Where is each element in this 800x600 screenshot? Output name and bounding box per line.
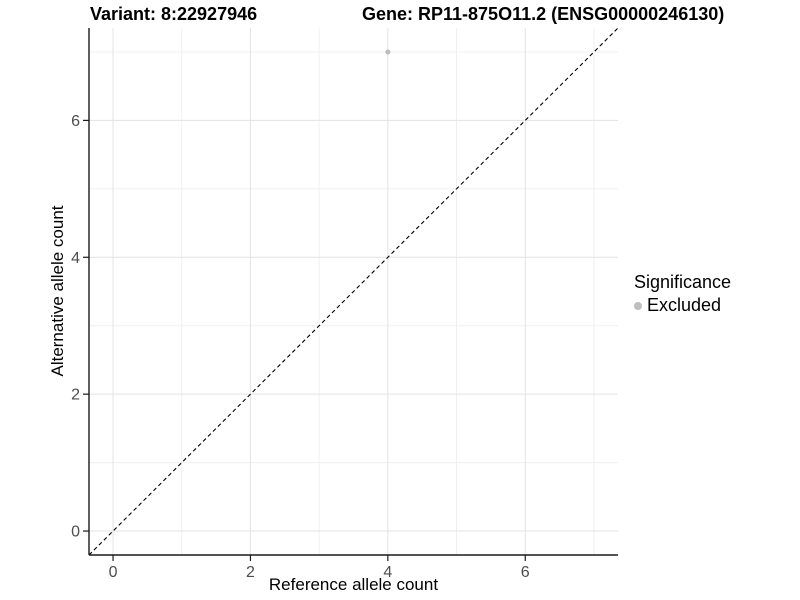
gene-title: Gene: RP11-875O11.2 (ENSG00000246130) <box>362 4 725 24</box>
x-axis-title: Reference allele count <box>268 575 439 594</box>
legend-title: Significance <box>634 272 732 292</box>
y-tick-label: 0 <box>71 524 80 541</box>
x-tick-label: 6 <box>521 564 530 581</box>
y-tick-label: 6 <box>71 113 80 130</box>
x-tick-label: 4 <box>383 564 392 581</box>
x-tick-label: 0 <box>109 564 118 581</box>
variant-title: Variant: 8:22927946 <box>90 4 258 24</box>
identity-line <box>88 27 619 556</box>
legend-entry-excluded: Excluded <box>634 295 731 316</box>
legend-entry-label: Excluded <box>647 295 722 315</box>
data-point <box>385 49 391 55</box>
x-tick-label: 2 <box>246 564 255 581</box>
excluded-point-icon <box>634 301 642 310</box>
y-axis-title: Alternative allele count <box>48 205 67 377</box>
legend: Significance Excluded <box>634 272 731 316</box>
y-tick-label: 2 <box>71 387 80 404</box>
y-tick-label: 4 <box>71 250 80 267</box>
